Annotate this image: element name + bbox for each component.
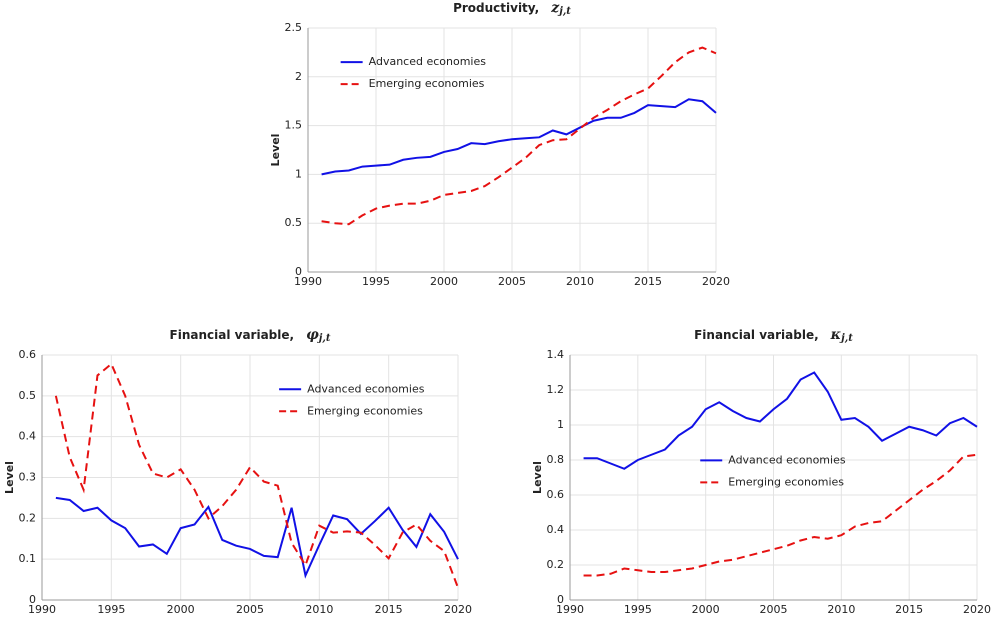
y-tick-label: 2 xyxy=(295,70,302,83)
title-subscript: j,t xyxy=(557,6,571,17)
data-line xyxy=(321,98,717,176)
title-symbol: φ xyxy=(306,327,319,343)
y-tick-label: 0.6 xyxy=(547,488,565,501)
y-tick-label: 0.4 xyxy=(547,523,565,536)
data-line xyxy=(55,496,459,579)
chart: 0 0.5 1 1.5 2 2.5 1990 1995 2000 2005 2010 2015 2020… xyxy=(269,0,730,288)
x-tick-label: 2005 xyxy=(760,603,788,616)
x-tick-label: 2015 xyxy=(895,603,923,616)
y-tick-label: 0.5 xyxy=(19,389,37,402)
x-tick-label: 2005 xyxy=(236,603,264,616)
x-tick-label: 1995 xyxy=(97,603,125,616)
chart: 0 0.1 0.2 0.3 0.4 0.5 0.6 1990 1995 2000 2005 2010 2… xyxy=(3,327,472,616)
data-line xyxy=(583,453,978,577)
y-tick-label: 0 xyxy=(557,593,564,606)
y-tick-label: 0.4 xyxy=(19,430,37,443)
legend-label: Advanced economies xyxy=(369,55,487,68)
legend-label: Advanced economies xyxy=(728,453,846,466)
y-tick-label: 0 xyxy=(29,593,36,606)
title-symbol: κ xyxy=(830,327,842,343)
x-tick-label: 2000 xyxy=(692,603,720,616)
x-tick-label: 2015 xyxy=(634,275,662,288)
x-tick-label: 1990 xyxy=(294,275,322,288)
y-tick-label: 0.1 xyxy=(19,552,37,565)
legend-label: Emerging economies xyxy=(369,77,485,90)
title-text: Productivity, xyxy=(453,1,539,15)
x-tick-label: 2020 xyxy=(702,275,730,288)
y-tick-label: 0.8 xyxy=(547,453,565,466)
title-subscript: j,t xyxy=(317,333,331,344)
title-subscript: j,t xyxy=(839,333,853,344)
x-tick-label: 1990 xyxy=(28,603,56,616)
y-tick-label: 0 xyxy=(295,265,302,278)
chart-title: Productivity, zj,t xyxy=(453,0,571,17)
y-tick-label: 0.5 xyxy=(285,216,303,229)
title-text: Financial variable, xyxy=(170,328,295,342)
data-line xyxy=(54,362,459,589)
y-tick-label: 0.2 xyxy=(547,558,565,571)
y-tick-label: 0.3 xyxy=(19,471,37,484)
x-tick-label: 2015 xyxy=(375,603,403,616)
title-text: Financial variable, xyxy=(694,328,819,342)
y-axis-label: Level xyxy=(3,461,16,494)
y-tick-label: 1.5 xyxy=(285,119,303,132)
y-tick-label: 1 xyxy=(295,167,302,180)
y-tick-label: 1.2 xyxy=(547,383,565,396)
x-tick-label: 1995 xyxy=(624,603,652,616)
data-line xyxy=(583,371,978,470)
x-tick-label: 2010 xyxy=(566,275,594,288)
y-tick-label: 2.5 xyxy=(285,21,303,34)
y-tick-label: 1.4 xyxy=(547,348,565,361)
y-tick-label: 0.6 xyxy=(19,348,37,361)
chart-title: Financial variable, κj,t xyxy=(694,327,853,344)
x-tick-label: 2000 xyxy=(167,603,195,616)
x-tick-label: 1990 xyxy=(556,603,584,616)
y-tick-label: 0.2 xyxy=(19,511,37,524)
legend-label: Advanced economies xyxy=(307,382,425,395)
y-axis-label: Level xyxy=(531,461,544,494)
x-tick-label: 2010 xyxy=(305,603,333,616)
chart: 0 0.2 0.4 0.6 0.8 1 1.2 1.4 1990 1995 2000 2005 2010… xyxy=(531,327,991,616)
x-tick-label: 2005 xyxy=(498,275,526,288)
legend-label: Emerging economies xyxy=(307,404,423,417)
x-tick-label: 2000 xyxy=(430,275,458,288)
title-symbol: z xyxy=(550,0,560,16)
legend-label: Emerging economies xyxy=(728,475,844,488)
y-axis-label: Level xyxy=(269,134,282,167)
x-tick-label: 2020 xyxy=(963,603,991,616)
data-line xyxy=(321,46,717,226)
x-tick-label: 2020 xyxy=(444,603,472,616)
y-tick-label: 1 xyxy=(557,418,564,431)
x-tick-label: 2010 xyxy=(827,603,855,616)
chart-title: Financial variable, φj,t xyxy=(170,327,331,344)
x-tick-label: 1995 xyxy=(362,275,390,288)
